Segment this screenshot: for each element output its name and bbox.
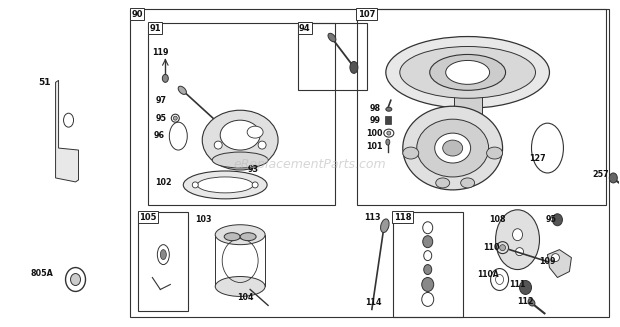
Text: 110A: 110A bbox=[477, 270, 499, 279]
Text: 102: 102 bbox=[156, 179, 172, 187]
Ellipse shape bbox=[240, 233, 256, 241]
Ellipse shape bbox=[224, 233, 240, 241]
Ellipse shape bbox=[446, 60, 490, 84]
Ellipse shape bbox=[528, 299, 535, 306]
Bar bbox=[357, 9, 606, 205]
Ellipse shape bbox=[350, 61, 358, 73]
Text: 99: 99 bbox=[370, 116, 381, 125]
Text: 101: 101 bbox=[366, 142, 383, 150]
Text: 111: 111 bbox=[510, 280, 526, 289]
Text: 96: 96 bbox=[153, 130, 164, 140]
Bar bbox=[148, 23, 335, 205]
Ellipse shape bbox=[516, 248, 523, 256]
Text: 98: 98 bbox=[370, 104, 381, 113]
Ellipse shape bbox=[328, 33, 336, 42]
Ellipse shape bbox=[461, 178, 475, 188]
Ellipse shape bbox=[387, 131, 391, 135]
Text: 95: 95 bbox=[546, 215, 557, 224]
Ellipse shape bbox=[162, 74, 168, 82]
Ellipse shape bbox=[71, 273, 81, 285]
Ellipse shape bbox=[178, 86, 187, 95]
Ellipse shape bbox=[215, 225, 265, 245]
Ellipse shape bbox=[192, 182, 198, 188]
Text: 118: 118 bbox=[394, 213, 411, 222]
Ellipse shape bbox=[386, 139, 390, 145]
Ellipse shape bbox=[552, 214, 562, 226]
Ellipse shape bbox=[436, 178, 449, 188]
Ellipse shape bbox=[422, 278, 434, 291]
Ellipse shape bbox=[212, 152, 268, 168]
Bar bbox=[385, 116, 391, 124]
Ellipse shape bbox=[247, 126, 263, 138]
Text: 51: 51 bbox=[38, 78, 51, 87]
Ellipse shape bbox=[386, 37, 549, 108]
Polygon shape bbox=[547, 250, 572, 278]
Text: 805A: 805A bbox=[30, 269, 53, 278]
Ellipse shape bbox=[184, 171, 267, 199]
Ellipse shape bbox=[551, 254, 559, 262]
Bar bbox=[130, 9, 609, 317]
Ellipse shape bbox=[400, 46, 536, 98]
Ellipse shape bbox=[174, 116, 177, 120]
Ellipse shape bbox=[513, 229, 523, 241]
Ellipse shape bbox=[435, 133, 471, 163]
Text: 95: 95 bbox=[156, 114, 166, 123]
Bar bbox=[454, 86, 482, 116]
Bar bbox=[215, 235, 265, 286]
Ellipse shape bbox=[520, 281, 531, 294]
Text: 107: 107 bbox=[358, 10, 375, 19]
Ellipse shape bbox=[430, 55, 505, 90]
Text: 94: 94 bbox=[299, 24, 311, 33]
Ellipse shape bbox=[403, 147, 418, 159]
Text: 257: 257 bbox=[592, 170, 609, 180]
Polygon shape bbox=[56, 80, 79, 182]
Ellipse shape bbox=[258, 141, 266, 149]
Text: 100: 100 bbox=[366, 129, 383, 138]
Bar bbox=[298, 23, 367, 90]
Ellipse shape bbox=[386, 107, 392, 111]
Text: 97: 97 bbox=[156, 96, 166, 105]
Text: 108: 108 bbox=[490, 215, 506, 224]
Ellipse shape bbox=[423, 236, 433, 248]
Ellipse shape bbox=[64, 113, 74, 127]
Ellipse shape bbox=[202, 110, 278, 170]
Text: 93: 93 bbox=[247, 165, 258, 175]
Ellipse shape bbox=[495, 275, 503, 284]
Ellipse shape bbox=[417, 119, 489, 177]
Text: 105: 105 bbox=[140, 213, 157, 222]
Ellipse shape bbox=[197, 177, 253, 193]
Ellipse shape bbox=[220, 120, 260, 150]
Ellipse shape bbox=[487, 147, 503, 159]
Ellipse shape bbox=[443, 140, 463, 156]
Bar bbox=[138, 212, 188, 311]
Text: 90: 90 bbox=[131, 10, 143, 19]
Text: 103: 103 bbox=[195, 215, 212, 224]
Text: 110: 110 bbox=[484, 243, 500, 252]
Text: 127: 127 bbox=[529, 153, 546, 163]
Text: 112: 112 bbox=[518, 297, 534, 306]
Ellipse shape bbox=[495, 210, 539, 269]
Text: 119: 119 bbox=[153, 48, 169, 57]
Ellipse shape bbox=[215, 141, 222, 149]
Ellipse shape bbox=[215, 277, 265, 297]
Ellipse shape bbox=[252, 182, 258, 188]
Text: 113: 113 bbox=[364, 213, 381, 222]
Text: 104: 104 bbox=[237, 293, 254, 302]
Ellipse shape bbox=[381, 219, 389, 232]
Bar bbox=[393, 212, 463, 317]
Text: 109: 109 bbox=[539, 257, 556, 266]
Text: eReplacementParts.com: eReplacementParts.com bbox=[234, 159, 386, 171]
Ellipse shape bbox=[500, 245, 505, 250]
Ellipse shape bbox=[609, 173, 618, 183]
Text: 114: 114 bbox=[365, 298, 381, 307]
Ellipse shape bbox=[454, 111, 482, 121]
Text: 91: 91 bbox=[149, 24, 161, 33]
Ellipse shape bbox=[403, 106, 503, 190]
Ellipse shape bbox=[423, 265, 432, 275]
Ellipse shape bbox=[161, 250, 166, 260]
